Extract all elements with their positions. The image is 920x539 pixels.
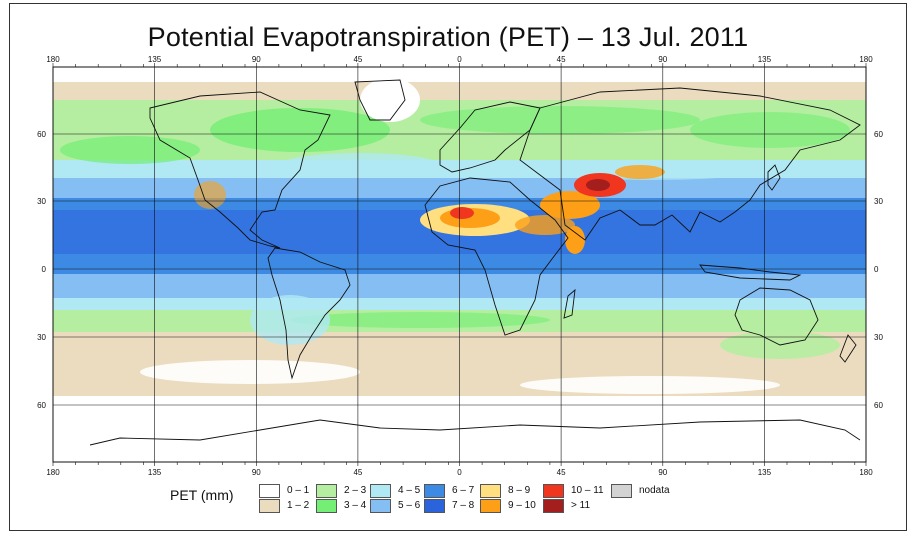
hot-arabia — [540, 191, 600, 219]
legend-label-1-2: 1 – 2 — [287, 500, 310, 511]
coast-south-america — [267, 247, 351, 380]
lat-tick: 30 — [37, 333, 46, 342]
coast-antarctica — [89, 419, 861, 446]
coast-africa — [424, 177, 569, 336]
lon-tick: 45 — [557, 55, 566, 64]
legend-swatch-2-3 — [316, 484, 337, 498]
coast-japan — [767, 164, 781, 191]
legend-label-4-5: 4 – 5 — [398, 485, 421, 496]
legend-swatch-0-1 — [259, 484, 280, 498]
legend-label-gt-11: > 11 — [571, 500, 590, 511]
lon-tick: 135 — [758, 55, 772, 64]
legend-swatch-3-4 — [316, 499, 337, 513]
lon-tick: 135 — [148, 55, 162, 64]
hot-central-asia — [615, 165, 665, 179]
lon-tick: 180 — [859, 55, 873, 64]
coast-europe — [439, 101, 541, 173]
lon-tick: 180 — [859, 468, 873, 477]
lon-tick: 90 — [252, 468, 261, 477]
legend-swatch-1-2 — [259, 499, 280, 513]
lon-labels-bottom: 180 135 90 45 0 45 90 135 180 — [46, 468, 873, 477]
lon-tick: 180 — [46, 468, 60, 477]
coast-new-zealand — [839, 334, 857, 363]
lon-labels-top: 180 135 90 45 0 45 90 135 180 — [46, 55, 873, 64]
coast-madagascar — [563, 288, 576, 319]
lat-tick: 60 — [874, 401, 883, 410]
legend-swatch-nodata — [611, 484, 632, 498]
lat-tick: 60 — [874, 130, 883, 139]
lat-labels-right: 60 30 0 30 60 — [874, 130, 883, 410]
legend-label-7-8: 7 – 8 — [452, 500, 475, 511]
patch-green — [290, 312, 550, 328]
lon-tick: 45 — [557, 468, 566, 477]
patch-green — [210, 108, 390, 152]
patch-white-arctic — [360, 78, 420, 122]
legend-swatch-6-7 — [424, 484, 445, 498]
coast-asia — [519, 87, 861, 241]
lon-tick: 45 — [353, 468, 362, 477]
legend-swatch-7-8 — [424, 499, 445, 513]
coastlines — [89, 79, 861, 446]
lon-tick: 180 — [46, 55, 60, 64]
coast-greenland — [354, 79, 406, 121]
legend-swatch-gt-11 — [543, 499, 564, 513]
lat-tick: 0 — [874, 265, 879, 274]
patch-white-south — [140, 360, 360, 384]
figure-frame — [9, 3, 907, 531]
patch-lightblue — [250, 295, 330, 345]
lat-tick: 30 — [874, 197, 883, 206]
hot-arabia — [565, 226, 585, 254]
legend-label-9-10: 9 – 10 — [508, 500, 536, 511]
legend-swatch-4-5 — [370, 484, 391, 498]
lon-tick: 135 — [148, 468, 162, 477]
hot-sahara — [450, 207, 474, 219]
patch-green — [690, 112, 850, 148]
lat-tick: 30 — [37, 197, 46, 206]
lon-tick: 135 — [758, 468, 772, 477]
patch-green — [420, 106, 700, 134]
legend-label-5-6: 5 – 6 — [398, 500, 421, 511]
legend-title: PET (mm) — [170, 487, 234, 503]
hot-us-sw — [194, 181, 226, 209]
lon-tick: 0 — [457, 55, 462, 64]
legend-label-0-1: 0 – 1 — [287, 485, 310, 496]
hot-sahara — [515, 215, 575, 235]
legend-label-2-3: 2 – 3 — [344, 485, 367, 496]
lon-tick: 90 — [252, 55, 261, 64]
lat-tick: 60 — [37, 130, 46, 139]
legend-label-6-7: 6 – 7 — [452, 485, 475, 496]
lon-tick: 0 — [457, 468, 462, 477]
coast-australia — [734, 287, 819, 346]
legend-swatch-5-6 — [370, 499, 391, 513]
lon-tick: 90 — [658, 55, 667, 64]
coast-indonesia — [699, 264, 802, 281]
border-ticks — [52, 63, 867, 466]
map-title: Potential Evapotranspiration (PET) – 13 … — [147, 22, 749, 52]
patch-cyan — [280, 153, 440, 177]
legend-label-10-11: 10 – 11 — [571, 485, 604, 496]
legend-label-8-9: 8 – 9 — [508, 485, 531, 496]
legend-label-3-4: 3 – 4 — [344, 500, 367, 511]
lat-tick: 60 — [37, 401, 46, 410]
lat-tick: 0 — [42, 265, 47, 274]
lon-tick: 45 — [353, 55, 362, 64]
patch-white-south — [520, 376, 780, 394]
legend-swatch-8-9 — [480, 484, 501, 498]
legend-label-nodata: nodata — [639, 485, 670, 496]
lon-tick: 90 — [658, 468, 667, 477]
legend-swatch-10-11 — [543, 484, 564, 498]
hot-iran — [586, 179, 610, 191]
graticule — [53, 67, 866, 462]
patch-green — [60, 136, 200, 164]
legend-swatch-9-10 — [480, 499, 501, 513]
lat-labels-left: 60 30 0 30 60 — [37, 130, 46, 410]
lat-tick: 30 — [874, 333, 883, 342]
